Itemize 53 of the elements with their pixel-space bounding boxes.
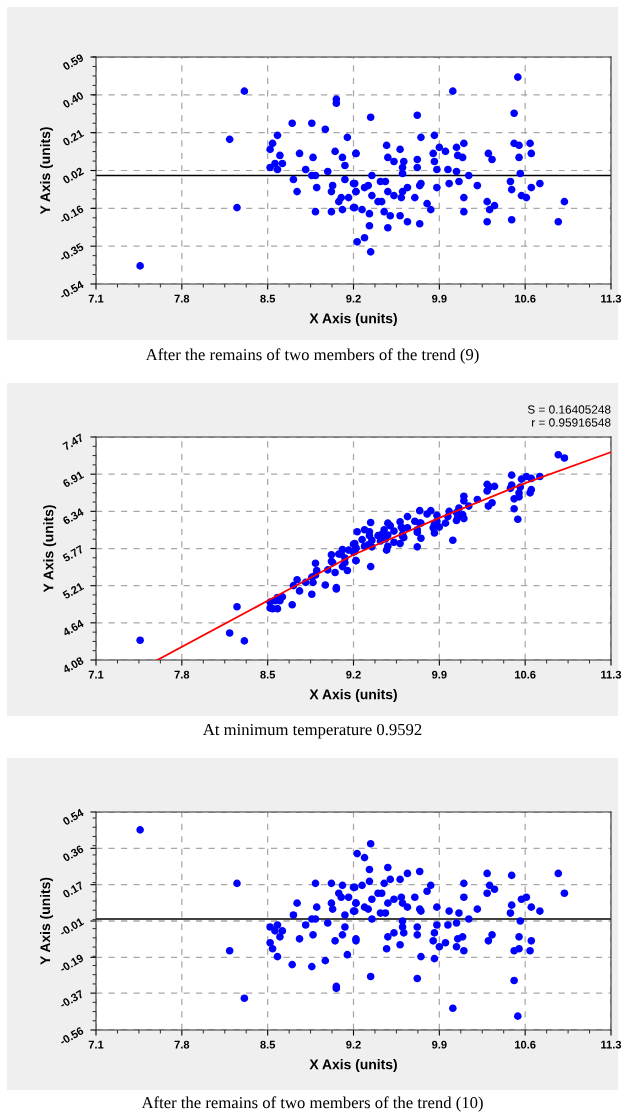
- y-tick-label: 4.08: [61, 656, 85, 674]
- x-tick-label: 7.8: [174, 294, 190, 303]
- y-tick-label: -0.16: [59, 204, 85, 224]
- x-tick-label: 9.2: [346, 1040, 361, 1049]
- x-tick-label: 10.6: [515, 1040, 536, 1049]
- x-tick-label: 9.9: [432, 670, 447, 679]
- x-tick-label: 7.8: [174, 670, 190, 679]
- x-axis-title: X Axis (units): [309, 313, 397, 327]
- y-tick-label: 4.64: [61, 619, 85, 637]
- x-axis-title: X Axis (units): [309, 1059, 397, 1073]
- x-tick-label: 7.8: [174, 1040, 190, 1049]
- y-tick-label: 6.91: [62, 470, 85, 488]
- text: After the remains of two members of the trend (10): [141, 1096, 483, 1112]
- x-tick-label: 11.3: [601, 1040, 622, 1049]
- y-tick-label: 0.59: [62, 53, 85, 71]
- text: S = 0.16405248: [527, 405, 611, 414]
- y-tick-label: 0.54: [62, 808, 85, 826]
- y-tick-label: 5.21: [62, 582, 85, 600]
- text: r = 0.95916548: [532, 418, 611, 427]
- x-tick-label: 9.2: [346, 670, 361, 679]
- text: At minimum temperature 0.9592: [202, 723, 422, 739]
- y-tick-label: -0.01: [59, 917, 85, 937]
- y-tick-label: 7.47: [62, 433, 85, 451]
- x-tick-label: 9.2: [346, 294, 361, 303]
- text: After the remains of two members of the trend (9): [145, 348, 479, 364]
- x-tick-label: 11.3: [601, 294, 622, 303]
- y-tick-label: -0.54: [59, 280, 85, 300]
- y-tick-label: 0.02: [62, 166, 85, 185]
- y-tick-label: 0.17: [62, 881, 85, 899]
- x-tick-label: 10.6: [515, 294, 536, 303]
- x-tick-label: 7.1: [88, 1040, 104, 1049]
- y-tick-label: -0.19: [59, 953, 85, 973]
- x-tick-label: 10.6: [515, 670, 536, 679]
- x-tick-label: 7.1: [88, 670, 104, 679]
- x-axis-title: X Axis (units): [309, 689, 397, 703]
- x-tick-label: 8.5: [260, 1040, 276, 1049]
- y-tick-label: -0.35: [59, 242, 85, 262]
- x-tick-label: 8.5: [260, 294, 276, 303]
- y-tick-label: 0.21: [62, 129, 85, 147]
- x-tick-label: 9.9: [432, 1040, 447, 1049]
- x-tick-label: 8.5: [260, 670, 276, 679]
- x-tick-label: 11.3: [601, 670, 622, 679]
- y-tick-label: 5.77: [62, 545, 85, 563]
- y-tick-label: -0.37: [59, 989, 85, 1009]
- y-tick-label: 0.36: [62, 844, 85, 862]
- y-axis-title: Y Axis (units): [43, 505, 57, 593]
- y-tick-label: -0.56: [59, 1026, 85, 1046]
- y-tick-label: 0.40: [62, 91, 85, 109]
- y-axis-title: Y Axis (units): [39, 877, 53, 965]
- y-axis-title: Y Axis (units): [39, 127, 53, 215]
- y-tick-label: 6.34: [62, 507, 85, 525]
- x-tick-label: 9.9: [432, 294, 447, 303]
- x-tick-label: 7.1: [88, 294, 104, 303]
